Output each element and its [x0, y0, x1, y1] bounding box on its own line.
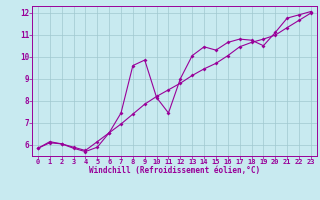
X-axis label: Windchill (Refroidissement éolien,°C): Windchill (Refroidissement éolien,°C): [89, 166, 260, 175]
